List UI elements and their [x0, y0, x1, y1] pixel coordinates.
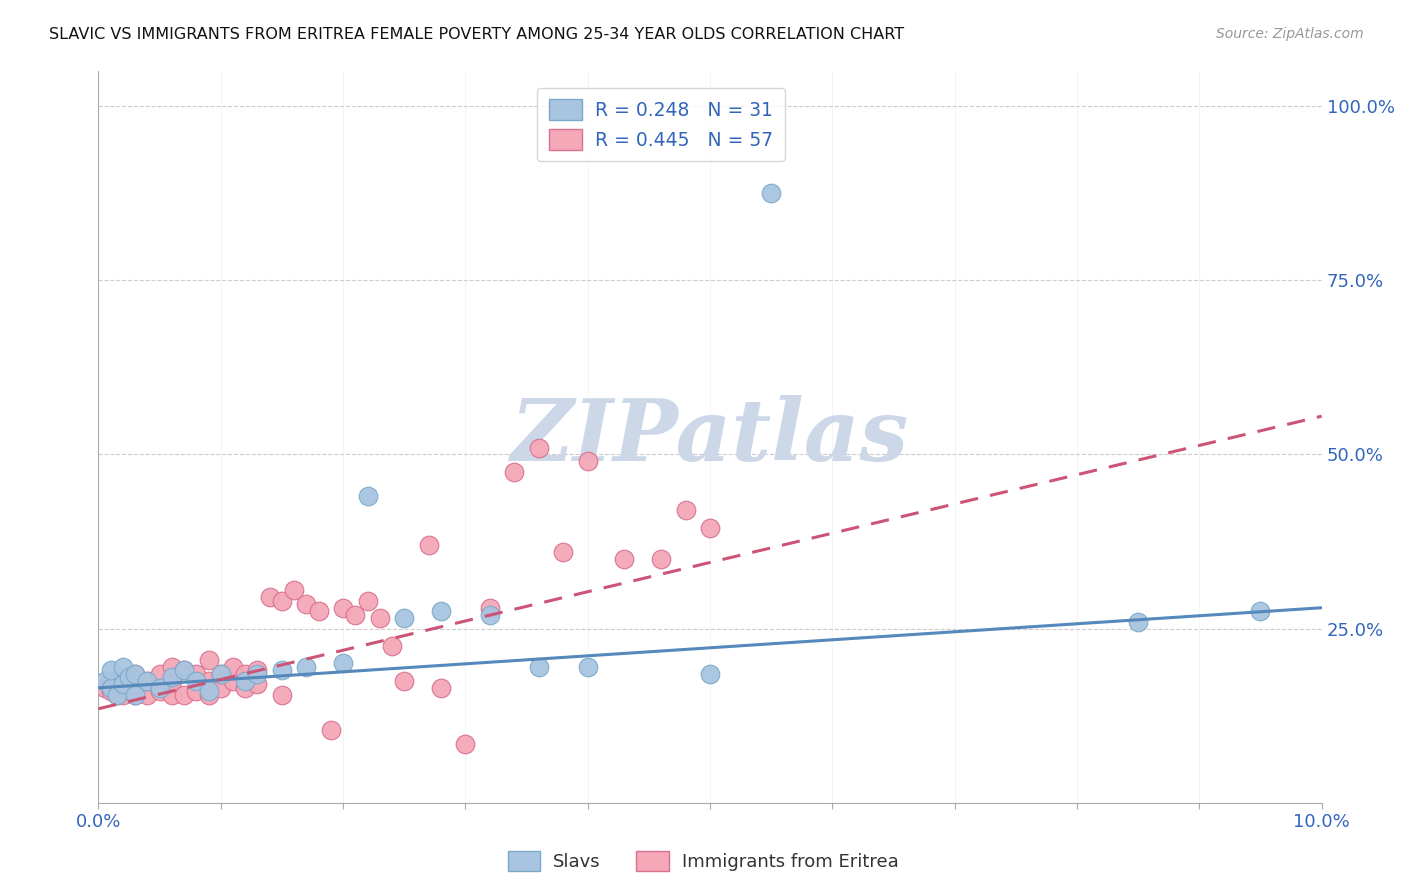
Point	[222, 660, 245, 674]
Point	[197, 673, 219, 688]
Point	[1249, 604, 1271, 618]
Point	[197, 688, 219, 702]
Legend: Slavs, Immigrants from Eritrea: Slavs, Immigrants from Eritrea	[501, 844, 905, 879]
Point	[186, 684, 208, 698]
Point	[111, 673, 134, 688]
Point	[124, 667, 146, 681]
Point	[675, 503, 697, 517]
Y-axis label: Female Poverty Among 25-34 Year Olds: Female Poverty Among 25-34 Year Olds	[0, 273, 8, 601]
Point	[173, 688, 195, 702]
Point	[93, 681, 115, 695]
Point	[233, 681, 256, 695]
Point	[186, 673, 208, 688]
Point	[246, 667, 269, 681]
Point	[100, 673, 122, 688]
Point	[197, 684, 219, 698]
Point	[576, 660, 599, 674]
Point	[295, 597, 318, 611]
Point	[259, 591, 281, 605]
Point	[118, 670, 141, 684]
Point	[209, 667, 232, 681]
Point	[186, 667, 208, 681]
Point	[527, 660, 550, 674]
Point	[576, 454, 599, 468]
Point	[759, 186, 782, 201]
Point	[136, 688, 159, 702]
Point	[308, 604, 330, 618]
Point	[197, 653, 219, 667]
Point	[356, 594, 378, 608]
Point	[233, 673, 256, 688]
Point	[270, 688, 292, 702]
Point	[160, 670, 183, 684]
Point	[124, 677, 146, 691]
Point	[149, 667, 172, 681]
Point	[136, 673, 159, 688]
Point	[344, 607, 367, 622]
Point	[160, 660, 183, 674]
Point	[246, 664, 269, 678]
Point	[332, 657, 354, 671]
Point	[650, 552, 672, 566]
Text: SLAVIC VS IMMIGRANTS FROM ERITREA FEMALE POVERTY AMONG 25-34 YEAR OLDS CORRELATI: SLAVIC VS IMMIGRANTS FROM ERITREA FEMALE…	[49, 27, 904, 42]
Point	[233, 667, 256, 681]
Point	[270, 664, 292, 678]
Point	[105, 688, 128, 702]
Point	[124, 688, 146, 702]
Point	[613, 552, 636, 566]
Point	[478, 607, 501, 622]
Point	[136, 673, 159, 688]
Point	[124, 667, 146, 681]
Point	[124, 688, 146, 702]
Point	[93, 673, 115, 688]
Point	[173, 664, 195, 678]
Point	[111, 688, 134, 702]
Point	[356, 489, 378, 503]
Point	[173, 664, 195, 678]
Point	[418, 538, 440, 552]
Point	[100, 684, 122, 698]
Text: Source: ZipAtlas.com: Source: ZipAtlas.com	[1216, 27, 1364, 41]
Point	[111, 660, 134, 674]
Point	[100, 681, 122, 695]
Point	[100, 664, 122, 678]
Point	[160, 673, 183, 688]
Point	[392, 611, 416, 625]
Legend: R = 0.248   N = 31, R = 0.445   N = 57: R = 0.248 N = 31, R = 0.445 N = 57	[537, 88, 785, 161]
Point	[222, 673, 245, 688]
Point	[503, 465, 526, 479]
Point	[283, 583, 305, 598]
Point	[246, 677, 269, 691]
Point	[295, 660, 318, 674]
Point	[392, 673, 416, 688]
Point	[699, 667, 721, 681]
Point	[527, 441, 550, 455]
Point	[319, 723, 342, 737]
Point	[368, 611, 391, 625]
Point	[111, 681, 134, 695]
Point	[699, 521, 721, 535]
Point	[160, 688, 183, 702]
Point	[454, 737, 477, 751]
Point	[105, 688, 128, 702]
Point	[553, 545, 575, 559]
Point	[1128, 615, 1150, 629]
Point	[209, 667, 232, 681]
Point	[209, 681, 232, 695]
Point	[381, 639, 404, 653]
Point	[430, 681, 453, 695]
Point	[111, 677, 134, 691]
Point	[149, 681, 172, 695]
Point	[332, 600, 354, 615]
Point	[430, 604, 453, 618]
Point	[478, 600, 501, 615]
Point	[270, 594, 292, 608]
Point	[149, 684, 172, 698]
Text: ZIPatlas: ZIPatlas	[510, 395, 910, 479]
